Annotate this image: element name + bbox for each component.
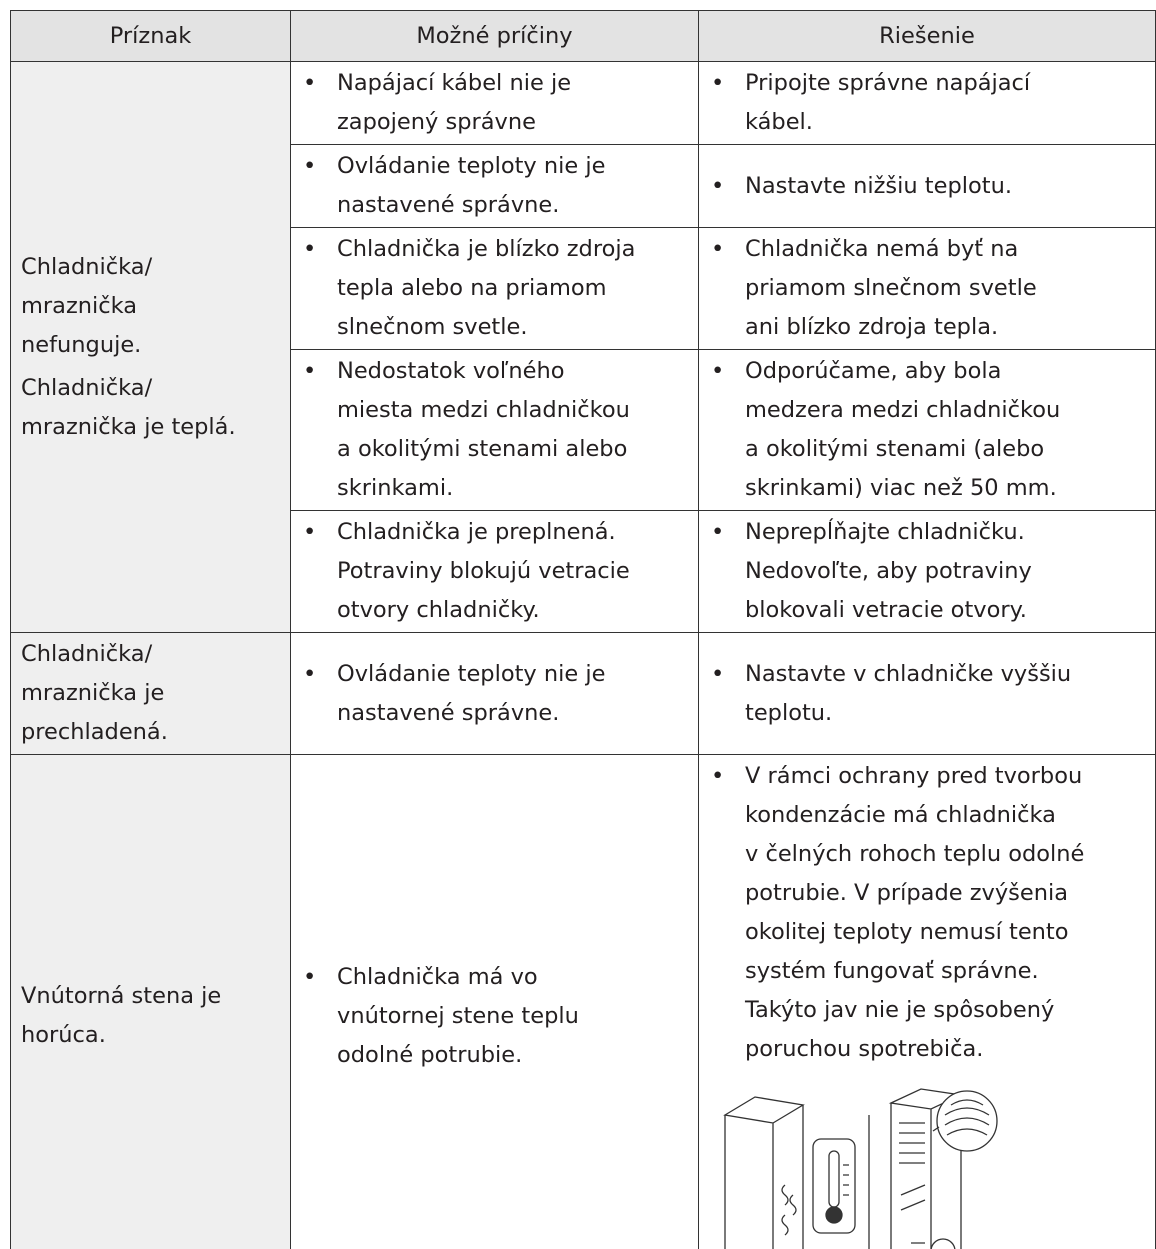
text-line: Napájací kábel nie je — [337, 70, 572, 96]
text-line: systém fungovať správne. — [745, 958, 1039, 984]
solution-cell: Chladnička nemá byť na priamom slnečnom s… — [698, 227, 1156, 350]
text-line: Nedovoľte, aby potraviny — [745, 558, 1032, 584]
table-row: Chladnička je preplnená. Potraviny blokuj… — [11, 510, 1156, 633]
text-line: vnútornej stene teplu — [337, 1002, 579, 1029]
text-line: Nedostatok voľného — [337, 358, 565, 384]
solution-cell: V rámci ochrany pred tvorbou kondenzácie … — [698, 754, 1156, 1249]
solution-cell: Pripojte správne napájací kábel. — [698, 61, 1156, 145]
text-line: blokovali vetracie otvory. — [745, 597, 1027, 623]
cause-cell: Nedostatok voľného miesta medzi chladničk… — [290, 349, 699, 511]
header-row: Príznak Možné príčiny Riešenie — [10, 10, 1156, 62]
header-cell: Príznak — [10, 10, 291, 62]
illustration — [723, 1088, 998, 1249]
text-line: kondenzácie má chladnička — [745, 802, 1056, 828]
text-line: odolné potrubie. — [337, 1041, 523, 1068]
text-line: nastavené správne. — [337, 699, 560, 726]
text-line: Chladnička nemá byť na — [745, 236, 1019, 262]
symptom-cell: Chladnička/mraznička je prechladená. — [10, 632, 291, 755]
text-line: medzera medzi chladničkou — [745, 397, 1061, 423]
cause-cell: Chladnička je preplnená. Potraviny blokuj… — [290, 510, 699, 633]
text-line: nefunguje. — [21, 331, 142, 358]
solution-cell: Nastavte nižšiu teplotu. — [698, 144, 1156, 228]
header-cell: Riešenie — [698, 10, 1156, 62]
text-line: potrubie. V prípade zvýšenia — [745, 880, 1069, 906]
symptom-cell: Chladnička/mraznička nefunguje. Chladnička… — [10, 61, 291, 633]
text-line: Nastavte nižšiu teplotu. — [745, 172, 1012, 199]
table-row: Chladnička je blízko zdroja tepla alebo n… — [11, 227, 1156, 350]
text-line: V rámci ochrany pred tvorbou — [745, 763, 1083, 789]
table-row: Chladnička/mraznička nefunguje. Chladnička… — [10, 61, 1156, 633]
text-line: Chladnička je preplnená. — [337, 519, 616, 545]
text-line: mraznička je — [21, 680, 165, 706]
header-cell: Možné príčiny — [290, 10, 699, 62]
table-row: Chladnička/mraznička je prechladená. Ovlád… — [10, 632, 1156, 755]
text-line: prechladená. — [21, 719, 168, 745]
cause-cell: Napájací kábel nie je zapojený správne — [290, 61, 699, 145]
text-line: priamom slnečnom svetle — [745, 275, 1037, 301]
text-line: poruchou spotrebiča. — [745, 1036, 984, 1062]
cause-cell: Chladnička má vo vnútornej stene teplu odo… — [290, 754, 699, 1249]
text-line: slnečnom svetle. — [337, 314, 528, 340]
text-line: Takýto jav nie je spôsobený — [745, 997, 1055, 1023]
text-line: Chladnička je blízko zdroja — [337, 236, 636, 262]
text-line: miesta medzi chladničkou — [337, 397, 630, 423]
text-line: ani blízko zdroja tepla. — [745, 314, 999, 340]
text-line: v čelných rohoch teplu odolné — [745, 841, 1085, 867]
table-row: Ovládanie teploty nie je nastavené správn… — [11, 144, 1156, 228]
solution-cell: Neprepĺňajte chladničku. Nedovoľte, aby p… — [698, 510, 1156, 633]
text-line: Pripojte správne napájací — [745, 70, 1031, 96]
table-row: Vnútorná stena je horúca. Chladnička má vo… — [10, 754, 1156, 1249]
cause-cell: Ovládanie teploty nie je nastavené správn… — [290, 144, 699, 228]
text-line: mraznička je teplá. — [21, 413, 236, 440]
text-line: horúca. — [21, 1022, 106, 1048]
text-line: skrinkami) viac než 50 mm. — [745, 475, 1057, 501]
cause-cell: Ovládanie teploty nie je nastavené správn… — [290, 632, 699, 755]
text-line: skrinkami. — [337, 475, 454, 501]
table-row: Nedostatok voľného miesta medzi chladničk… — [11, 349, 1156, 511]
solution-cell: Odporúčame, aby bola medzera medzi chladn… — [698, 349, 1156, 511]
text-line: a okolitými stenami (alebo — [745, 436, 1045, 462]
text-line: Chladnička má vo — [337, 963, 538, 990]
solution-cell: Nastavte v chladničke vyššiu teplotu. — [698, 632, 1156, 755]
text-line: okolitej teploty nemusí tento — [745, 919, 1069, 945]
text-line: zapojený správne — [337, 109, 536, 135]
text-line: mraznička — [21, 292, 138, 319]
text-line: otvory chladničky. — [337, 597, 540, 623]
text-line: Chladnička/ — [21, 253, 153, 280]
text-line: Neprepĺňajte chladničku. — [745, 519, 1025, 545]
cause-cell: Chladnička je blízko zdroja tepla alebo n… — [290, 227, 699, 350]
text-line: Ovládanie teploty nie je — [337, 153, 606, 179]
text-line: Potraviny blokujú vetracie — [337, 558, 630, 584]
text-line: Ovládanie teploty nie je — [337, 660, 606, 687]
text-line: Chladnička/ — [21, 641, 153, 667]
symptom-cell: Vnútorná stena je horúca. — [10, 754, 291, 1249]
text-line: Chladnička/ — [21, 374, 153, 401]
text-line: Nastavte v chladničke vyššiu — [745, 660, 1072, 687]
text-line: Odporúčame, aby bola — [745, 358, 1002, 384]
table-body: Chladnička/mraznička nefunguje. Chladnička… — [10, 61, 1156, 1249]
text-line: teplotu. — [745, 699, 833, 726]
text-line: a okolitými stenami alebo — [337, 436, 628, 462]
troubleshooting-table: Príznak Možné príčiny Riešenie Chladničk… — [10, 10, 1156, 1249]
text-line: kábel. — [745, 109, 813, 135]
text-line: tepla alebo na priamom — [337, 275, 607, 301]
text-line: Vnútorná stena je — [21, 983, 222, 1009]
text-line: nastavené správne. — [337, 192, 560, 218]
